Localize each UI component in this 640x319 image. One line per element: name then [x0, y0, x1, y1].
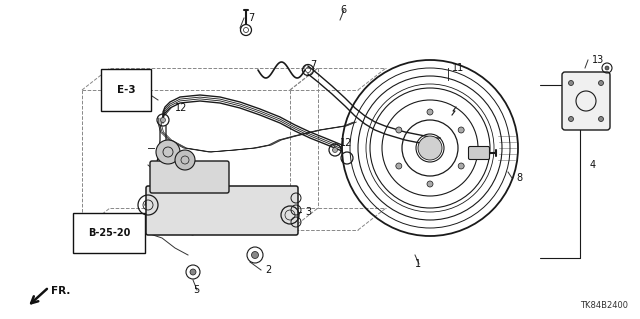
- Circle shape: [161, 117, 166, 122]
- Text: 13: 13: [592, 55, 604, 65]
- Circle shape: [598, 116, 604, 122]
- Text: 4: 4: [590, 160, 596, 170]
- Circle shape: [333, 147, 337, 152]
- Text: TK84B2400: TK84B2400: [580, 301, 628, 310]
- Text: 2: 2: [265, 265, 271, 275]
- Circle shape: [396, 163, 402, 169]
- Text: 10: 10: [158, 165, 170, 175]
- Text: 12: 12: [340, 138, 353, 148]
- Text: E-3: E-3: [117, 85, 136, 95]
- Text: 9: 9: [158, 143, 164, 153]
- Text: FR.: FR.: [51, 286, 70, 296]
- FancyBboxPatch shape: [150, 161, 229, 193]
- Text: 11: 11: [452, 63, 464, 73]
- Circle shape: [568, 116, 573, 122]
- Circle shape: [156, 140, 180, 164]
- Circle shape: [458, 163, 464, 169]
- FancyBboxPatch shape: [468, 146, 490, 160]
- FancyBboxPatch shape: [146, 186, 298, 235]
- Text: 6: 6: [340, 5, 346, 15]
- Circle shape: [427, 181, 433, 187]
- Circle shape: [396, 127, 402, 133]
- Text: 8: 8: [516, 173, 522, 183]
- Text: 7: 7: [310, 60, 316, 70]
- Circle shape: [458, 127, 464, 133]
- Text: 5: 5: [193, 285, 199, 295]
- FancyBboxPatch shape: [562, 72, 610, 130]
- Circle shape: [427, 109, 433, 115]
- Circle shape: [605, 66, 609, 70]
- Circle shape: [252, 251, 259, 258]
- Text: B-25-20: B-25-20: [88, 228, 131, 238]
- Circle shape: [568, 80, 573, 85]
- Circle shape: [175, 150, 195, 170]
- Circle shape: [598, 80, 604, 85]
- Circle shape: [190, 269, 196, 275]
- Text: 3: 3: [305, 207, 311, 217]
- Text: 12: 12: [175, 103, 188, 113]
- Text: 1: 1: [415, 259, 421, 269]
- Circle shape: [418, 136, 442, 160]
- Text: 7: 7: [248, 13, 254, 23]
